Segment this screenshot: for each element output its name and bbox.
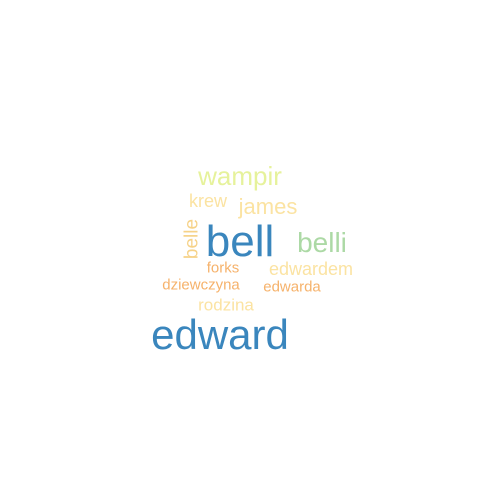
word-krew: krew [188, 191, 228, 211]
word-belli: belli [297, 227, 347, 258]
word-james: james [238, 194, 298, 219]
word-rodzina: rodzina [198, 295, 254, 315]
word-dziewczyna: dziewczyna [162, 276, 240, 294]
word-bell: bell [205, 217, 275, 266]
word-forks: forks [206, 259, 240, 277]
word-edward: edward [151, 311, 289, 358]
word-wampir: wampir [198, 161, 282, 191]
word-edwarda: edwarda [263, 278, 321, 296]
word-edwardem: edwardem [268, 259, 354, 279]
word-belle: belle [181, 218, 203, 260]
